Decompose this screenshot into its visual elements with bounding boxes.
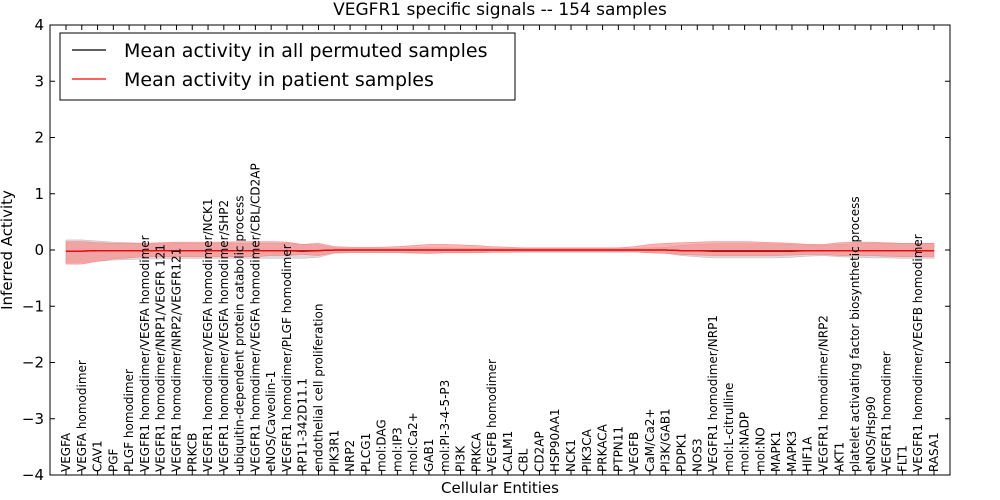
x-tick-label: RASA1 xyxy=(927,432,941,472)
x-tick-label: platelet activating factor biosynthetic … xyxy=(848,196,862,472)
x-tick-label: mol:NADP xyxy=(738,412,752,472)
x-tick-label: PRKACA xyxy=(596,423,610,472)
x-tick-label: mol:DAG xyxy=(375,419,389,472)
x-tick-label: VEGFR1 homodimer/VEGFA homodimer/CBL/CD2… xyxy=(248,163,262,472)
y-axis-label: Inferred Activity xyxy=(0,190,16,310)
x-tick-label: PI3K/GAB1 xyxy=(659,408,673,472)
x-tick-label: PRKCA xyxy=(469,432,483,472)
chart-title: VEGFR1 specific signals -- 154 samples xyxy=(333,0,667,20)
y-tick-label: 0 xyxy=(34,241,44,259)
x-tick-label: VEGFA xyxy=(59,432,73,472)
x-tick-label: mol:PI-3-4-5-P3 xyxy=(438,380,452,472)
x-tick-label: endothelial cell proliferation xyxy=(312,304,326,472)
x-tick-label: PDPK1 xyxy=(675,433,689,472)
y-tick-label: −1 xyxy=(22,297,44,315)
x-tick-label: VEGFB homodimer xyxy=(485,359,499,472)
x-tick-label: VEGFB xyxy=(627,432,641,472)
y-tick-label: 3 xyxy=(34,72,44,90)
x-tick-label: mol:Ca2+ xyxy=(406,412,420,472)
x-tick-label: VEGFR1 homodimer/NRP1 xyxy=(706,315,720,472)
x-tick-label: eNOS/Hsp90 xyxy=(864,396,878,472)
series-band-patient xyxy=(65,241,935,265)
x-tick-label: VEGFR1 homodimer/VEGFA homodimer xyxy=(138,235,152,472)
x-tick-label: NRP2 xyxy=(343,440,357,472)
x-tick-label: CaM/Ca2+ xyxy=(643,408,657,472)
x-tick-label: PRKCB xyxy=(185,433,199,472)
y-tick-label: 1 xyxy=(34,185,44,203)
x-tick-label: PIK3CA xyxy=(580,428,594,472)
x-tick-label: RP11-342D11.1 xyxy=(296,378,310,472)
x-tick-label: VEGFR1 homodimer/NRP2/VEGFR121 xyxy=(170,248,184,472)
x-tick-label: FLT1 xyxy=(895,445,909,472)
x-tick-label: CD2AP xyxy=(533,431,547,472)
x-tick-label: CALM1 xyxy=(501,431,515,472)
x-tick-label: PTPN11 xyxy=(611,426,625,472)
x-tick-label: GAB1 xyxy=(422,439,436,472)
x-tick-label: mol:IP3 xyxy=(390,427,404,472)
y-tick-label: −4 xyxy=(22,466,44,484)
x-tick-label: VEGFR1 homodimer/NRP2 xyxy=(817,315,831,472)
x-tick-label: AKT1 xyxy=(832,442,846,472)
series-line-patient xyxy=(66,249,934,252)
x-tick-label: PIK3R1 xyxy=(327,430,341,472)
x-tick-label: VEGFR1 homodimer/PLGF homodimer xyxy=(280,244,294,472)
legend-box xyxy=(59,32,516,101)
x-tick-label: VEGFR1 homodimer/NRP1/VEGFR 121 xyxy=(154,244,168,472)
y-tick-label: 4 xyxy=(34,16,44,34)
x-tick-label: VEGFA homodimer xyxy=(75,360,89,472)
x-tick-label: VEGFR1 homodimer/VEGFA homodimer/NCK1 xyxy=(201,198,215,472)
x-tick-label: MAPK1 xyxy=(769,431,783,472)
legend-label-permuted: Mean activity in all permuted samples xyxy=(124,40,487,62)
x-tick-label: ubiquitin-dependent protein catabolic pr… xyxy=(233,196,247,472)
x-tick-label: MAPK3 xyxy=(785,431,799,472)
x-tick-label: HSP90AA1 xyxy=(548,408,562,472)
x-tick-label: PGF xyxy=(106,448,120,472)
x-tick-label: VEGFR1 homodimer xyxy=(880,351,894,472)
x-axis-label: Cellular Entities xyxy=(441,479,559,497)
y-tick-label: −3 xyxy=(22,410,44,428)
legend: Mean activity in all permuted samples Me… xyxy=(59,32,516,101)
y-tick-label: 2 xyxy=(34,129,44,147)
x-tick-label: VEGFR1 homodimer/VEGFB homodimer xyxy=(911,234,925,472)
x-tick-label: CAV1 xyxy=(91,440,105,472)
x-tick-label: CBL xyxy=(517,448,531,472)
x-tick-label: NOS3 xyxy=(690,438,704,472)
x-tick-label: PI3K xyxy=(454,445,468,472)
legend-label-patient: Mean activity in patient samples xyxy=(124,69,434,91)
y-tick-label: −2 xyxy=(22,354,44,372)
x-tick-label: mol:L-citrulline xyxy=(722,383,736,472)
x-tick-label: VEGFR1 homodimer/VEGFA homodimer/SHP2 xyxy=(217,200,231,472)
x-tick-label: mol:NO xyxy=(753,427,767,472)
x-tick-label: HIF1A xyxy=(801,436,815,472)
x-tick-label: NCK1 xyxy=(564,439,578,472)
x-tick-label: eNOS/Caveolin-1 xyxy=(264,371,278,472)
x-tick-label: PLGF homodimer xyxy=(122,369,136,472)
x-tick-label: PLCG1 xyxy=(359,433,373,472)
